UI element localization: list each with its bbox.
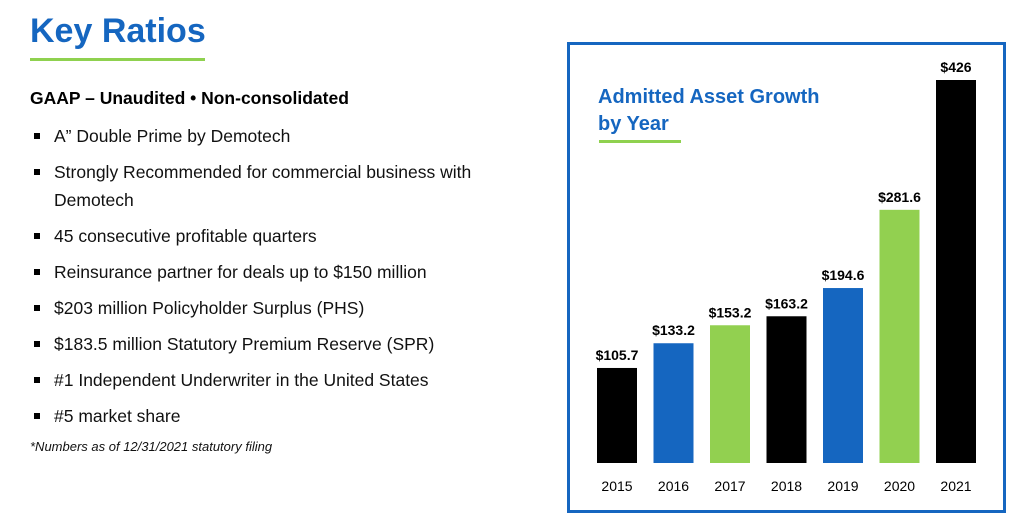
list-item: $183.5 million Statutory Premium Reserve… — [30, 330, 540, 358]
footnote: *Numbers as of 12/31/2021 statutory fili… — [30, 439, 273, 454]
subheading: GAAP – Unaudited • Non-consolidated — [30, 88, 349, 108]
list-item: 45 consecutive profitable quarters — [30, 222, 540, 250]
bar-value-label: $133.2 — [652, 322, 695, 338]
x-tick-label: 2018 — [771, 478, 802, 494]
bar-value-label: $105.7 — [596, 347, 639, 363]
list-item: Reinsurance partner for deals up to $150… — [30, 258, 540, 286]
x-tick-label: 2016 — [658, 478, 689, 494]
bar-2018 — [766, 316, 807, 463]
chart-title-underline — [599, 140, 681, 143]
list-item: A” Double Prime by Demotech — [30, 122, 540, 150]
list-item: #5 market share — [30, 402, 540, 430]
bar-2021 — [936, 80, 976, 463]
key-ratios-list: A” Double Prime by Demotech Strongly Rec… — [30, 122, 540, 438]
x-tick-label: 2021 — [940, 478, 971, 494]
list-item: Strongly Recommended for commercial busi… — [30, 158, 540, 214]
bar-2017 — [710, 325, 750, 463]
x-tick-label: 2019 — [827, 478, 858, 494]
x-tick-label: 2020 — [884, 478, 915, 494]
page-title: Key Ratios — [30, 12, 206, 50]
chart-title: Admitted Asset Growth by Year — [598, 84, 868, 138]
list-item: $203 million Policyholder Surplus (PHS) — [30, 294, 540, 322]
chart-title-line1: Admitted Asset Growth — [598, 86, 820, 108]
bar-value-label: $153.2 — [709, 304, 752, 320]
list-item: #1 Independent Underwriter in the United… — [30, 366, 540, 394]
bar-value-label: $281.6 — [878, 189, 921, 205]
bar-2019 — [823, 288, 863, 463]
bar-2015 — [597, 367, 637, 463]
bar-2016 — [653, 343, 694, 463]
bar-value-label: $163.2 — [765, 295, 808, 311]
chart-title-line2: by Year — [598, 113, 669, 135]
bar-value-label: $426 — [940, 59, 971, 75]
x-tick-label: 2015 — [601, 478, 632, 494]
bar-value-label: $194.6 — [822, 267, 865, 283]
x-tick-label: 2017 — [714, 478, 745, 494]
bar-2020 — [879, 209, 920, 463]
title-underline — [30, 58, 205, 61]
